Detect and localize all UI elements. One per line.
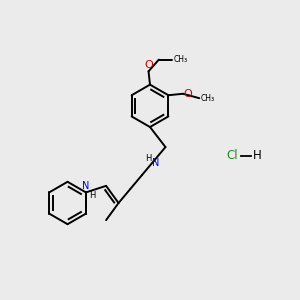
Text: CH₃: CH₃ <box>174 55 188 64</box>
Text: O: O <box>144 60 153 70</box>
Text: H: H <box>89 191 96 200</box>
Text: H: H <box>253 149 262 162</box>
Text: Cl: Cl <box>226 149 238 162</box>
Text: N: N <box>82 181 90 191</box>
Text: O: O <box>184 89 192 99</box>
Text: H: H <box>145 154 152 163</box>
Text: CH₃: CH₃ <box>200 94 214 103</box>
Text: N: N <box>152 158 159 167</box>
